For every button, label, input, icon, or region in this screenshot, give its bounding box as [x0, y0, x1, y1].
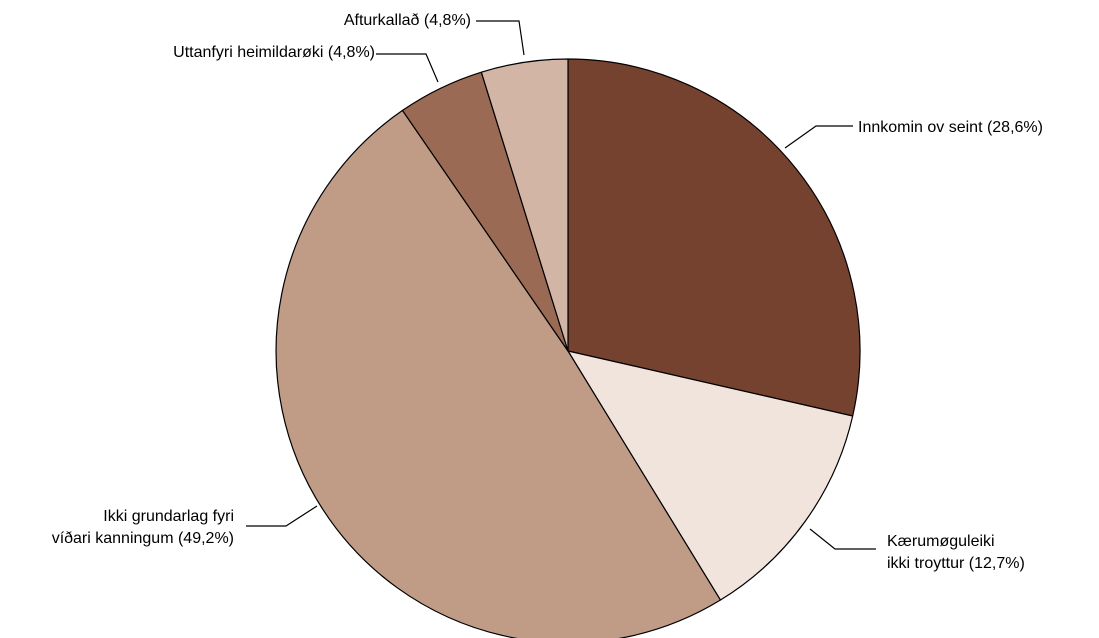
leader-line-2: [809, 528, 876, 550]
leader-line-3: [246, 505, 318, 527]
slice-label-line: Innkomin ov seint (28,6%): [858, 119, 1043, 136]
slice-label-line: víðari kanningum (49,2%): [52, 530, 234, 547]
slice-label-line: Ikki grundarlag fyri: [103, 508, 234, 525]
pie-slice-5: [480, 58, 569, 352]
leader-line-5: [476, 20, 525, 56]
slice-label-line: Kærumøguleiki: [887, 533, 995, 550]
slice-labels: Innkomin ov seint (28,6%) Kærumøguleiki ik…: [52, 12, 1043, 572]
pie-slice-2: [567, 350, 854, 601]
slice-label-2: Kærumøguleiki ikki troyttur (12,7%): [887, 533, 1025, 572]
slice-label-line: Afturkallað (4,8%): [344, 12, 471, 29]
slice-label-1: Innkomin ov seint (28,6%): [858, 119, 1043, 136]
slice-label-4: Uttanfyri heimildarøki (4,8%): [173, 44, 375, 61]
pie-slice-1: [567, 58, 861, 417]
slice-label-3: Ikki grundarlag fyri víðari kanningum (49…: [52, 508, 234, 547]
pie-slices: [275, 58, 861, 638]
slice-label-line: Uttanfyri heimildarøki (4,8%): [173, 44, 375, 61]
label-leader-lines: [246, 20, 876, 550]
pie-slice-3: [275, 109, 722, 638]
slice-label-5: Afturkallað (4,8%): [344, 12, 471, 29]
leader-line-1: [784, 125, 853, 149]
slice-label-line: ikki troyttur (12,7%): [887, 555, 1025, 572]
leader-line-4: [376, 53, 439, 83]
